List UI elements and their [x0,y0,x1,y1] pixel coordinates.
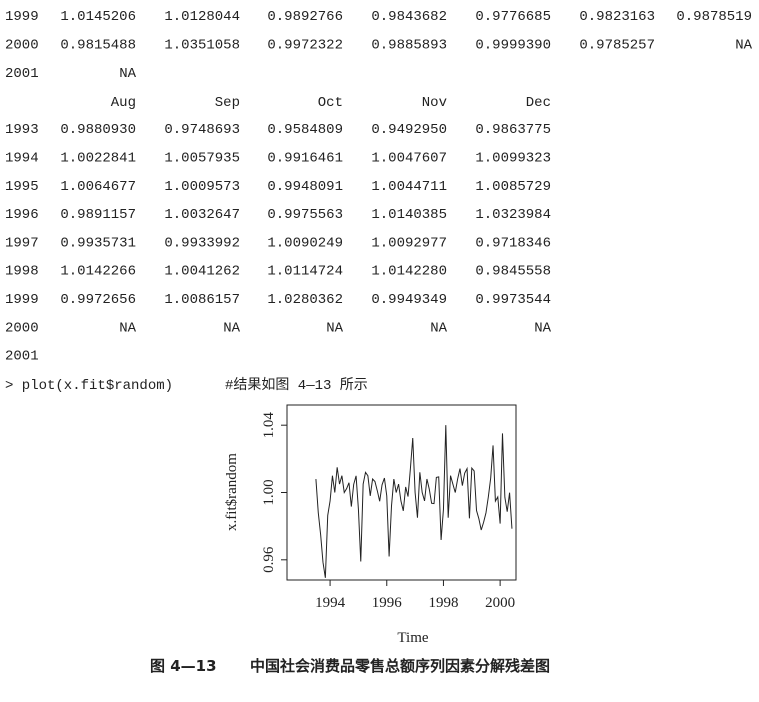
x-tick-label: 2000 [485,595,515,611]
cell: 0.9933992 [164,235,240,251]
cell: 1.0323984 [475,207,551,223]
cell: 1.0280362 [267,292,343,308]
cell: 1.0145206 [60,9,136,25]
cell: 0.9584809 [267,122,343,138]
cell: 0.9776685 [475,9,551,25]
row-year: 1999 [5,292,39,308]
cell: 0.9748693 [164,122,240,138]
r-command: > plot(x.fit$random) [5,378,173,394]
cell: 0.9973544 [475,292,551,308]
cell: 0.9843682 [371,9,447,25]
x-tick-label: 1998 [428,595,458,611]
cell: 0.9935731 [60,235,136,251]
row-year: 1999 [5,9,39,25]
row-year: 1995 [5,179,39,195]
cell: 0.9815488 [60,38,136,54]
cell: 1.0041262 [164,264,240,280]
y-tick-label: 1.00 [261,479,277,505]
x-tick-label: 1996 [372,595,403,611]
y-tick-label: 1.04 [261,412,277,439]
cell: NA [119,320,136,336]
cell: NA [119,66,136,82]
cell: 1.0022841 [60,151,136,167]
cell: 1.0086157 [164,292,240,308]
cell: 1.0032647 [164,207,240,223]
cell: NA [534,320,551,336]
cell: 1.0044711 [371,179,447,195]
cell: Oct [318,95,343,111]
cell: 0.9972656 [60,292,136,308]
cell: 1.0009573 [164,179,240,195]
series-line [315,425,513,578]
cell: 0.9972322 [267,38,343,54]
cell: Nov [422,95,447,111]
cell: 0.9845558 [475,264,551,280]
cell: 1.0085729 [475,179,551,195]
y-axis-label: x.fit$random [224,453,240,531]
cell: 0.9949349 [371,292,447,308]
y-tick-label: 0.96 [261,546,277,573]
row-year: 1998 [5,264,39,280]
cell: 0.9863775 [475,122,551,138]
row-year: 1997 [5,235,39,251]
cell: 0.9878519 [676,9,752,25]
cell: 1.0140385 [371,207,447,223]
row-year: 1993 [5,122,39,138]
r-comment: #结果如图 4—13 所示 [225,377,368,394]
row-year: 2001 [5,349,39,365]
cell: 0.9492950 [371,122,447,138]
cell: 1.0090249 [267,235,343,251]
row-year: 1994 [5,151,39,167]
caption-text: 中国社会消费品零售总额序列因素分解残差图 [250,657,550,675]
cell: 0.9785257 [579,38,655,54]
cell: 1.0351058 [164,38,240,54]
cell: Aug [111,95,136,111]
cell: 1.0099323 [475,151,551,167]
row-year: 2001 [5,66,39,82]
cell: NA [326,320,343,336]
plot-frame [286,404,517,581]
cell: 1.0057935 [164,151,240,167]
cell: 0.9718346 [475,235,551,251]
cell: 1.0114724 [267,264,343,280]
cell: 1.0092977 [371,235,447,251]
cell: 0.9916461 [267,151,343,167]
row-year: 2000 [5,320,39,336]
cell: 0.9948091 [267,179,343,195]
cell: 1.0128044 [164,9,240,25]
caption-label: 图 4—13 [150,657,217,675]
cell: 1.0047607 [371,151,447,167]
cell: 0.9885893 [371,38,447,54]
x-axis-label: Time [397,630,428,646]
cell: 0.9975563 [267,207,343,223]
cell: 0.9823163 [579,9,655,25]
row-year: 2000 [5,38,39,54]
cell: 0.9999390 [475,38,551,54]
cell: NA [735,38,752,54]
cell: 0.9880930 [60,122,136,138]
cell: Sep [215,95,240,111]
cell: 1.0064677 [60,179,136,195]
row-year: 1996 [5,207,39,223]
cell: NA [223,320,240,336]
cell: Dec [526,95,551,111]
cell: 1.0142266 [60,264,136,280]
cell: 0.9892766 [267,9,343,25]
cell: NA [430,320,447,336]
x-tick-label: 1994 [315,595,346,611]
cell: 1.0142280 [371,264,447,280]
cell: 0.9891157 [60,207,136,223]
